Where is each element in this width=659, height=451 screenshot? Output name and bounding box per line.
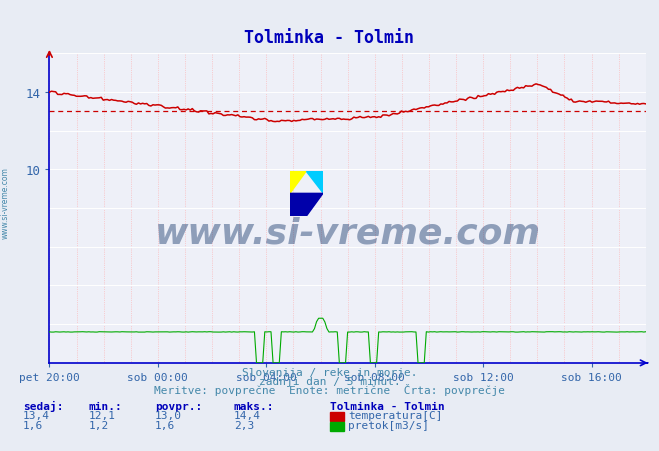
Text: www.si-vreme.com: www.si-vreme.com	[1, 167, 10, 239]
Text: povpr.:: povpr.:	[155, 400, 202, 410]
Text: Meritve: povprečne  Enote: metrične  Črta: povprečje: Meritve: povprečne Enote: metrične Črta:…	[154, 383, 505, 395]
Text: Slovenija / reke in morje.: Slovenija / reke in morje.	[242, 367, 417, 377]
Text: 1,6: 1,6	[155, 420, 175, 430]
Text: 13,4: 13,4	[23, 410, 50, 420]
Text: min.:: min.:	[89, 400, 123, 410]
Polygon shape	[290, 171, 306, 194]
Text: zadnji dan / 5 minut.: zadnji dan / 5 minut.	[258, 376, 401, 386]
Polygon shape	[290, 194, 323, 216]
Text: Tolminka - Tolmin: Tolminka - Tolmin	[330, 400, 444, 410]
Text: 2,3: 2,3	[234, 420, 254, 430]
Text: pretok[m3/s]: pretok[m3/s]	[348, 420, 429, 430]
Text: temperatura[C]: temperatura[C]	[348, 410, 442, 420]
Text: 14,4: 14,4	[234, 410, 261, 420]
Text: sedaj:: sedaj:	[23, 400, 63, 410]
Text: maks.:: maks.:	[234, 400, 274, 410]
Text: 13,0: 13,0	[155, 410, 182, 420]
Text: 1,6: 1,6	[23, 420, 43, 430]
Polygon shape	[306, 171, 323, 194]
Text: Tolminka - Tolmin: Tolminka - Tolmin	[244, 29, 415, 47]
Text: www.si-vreme.com: www.si-vreme.com	[155, 216, 540, 250]
Text: 1,2: 1,2	[89, 420, 109, 430]
Text: 12,1: 12,1	[89, 410, 116, 420]
